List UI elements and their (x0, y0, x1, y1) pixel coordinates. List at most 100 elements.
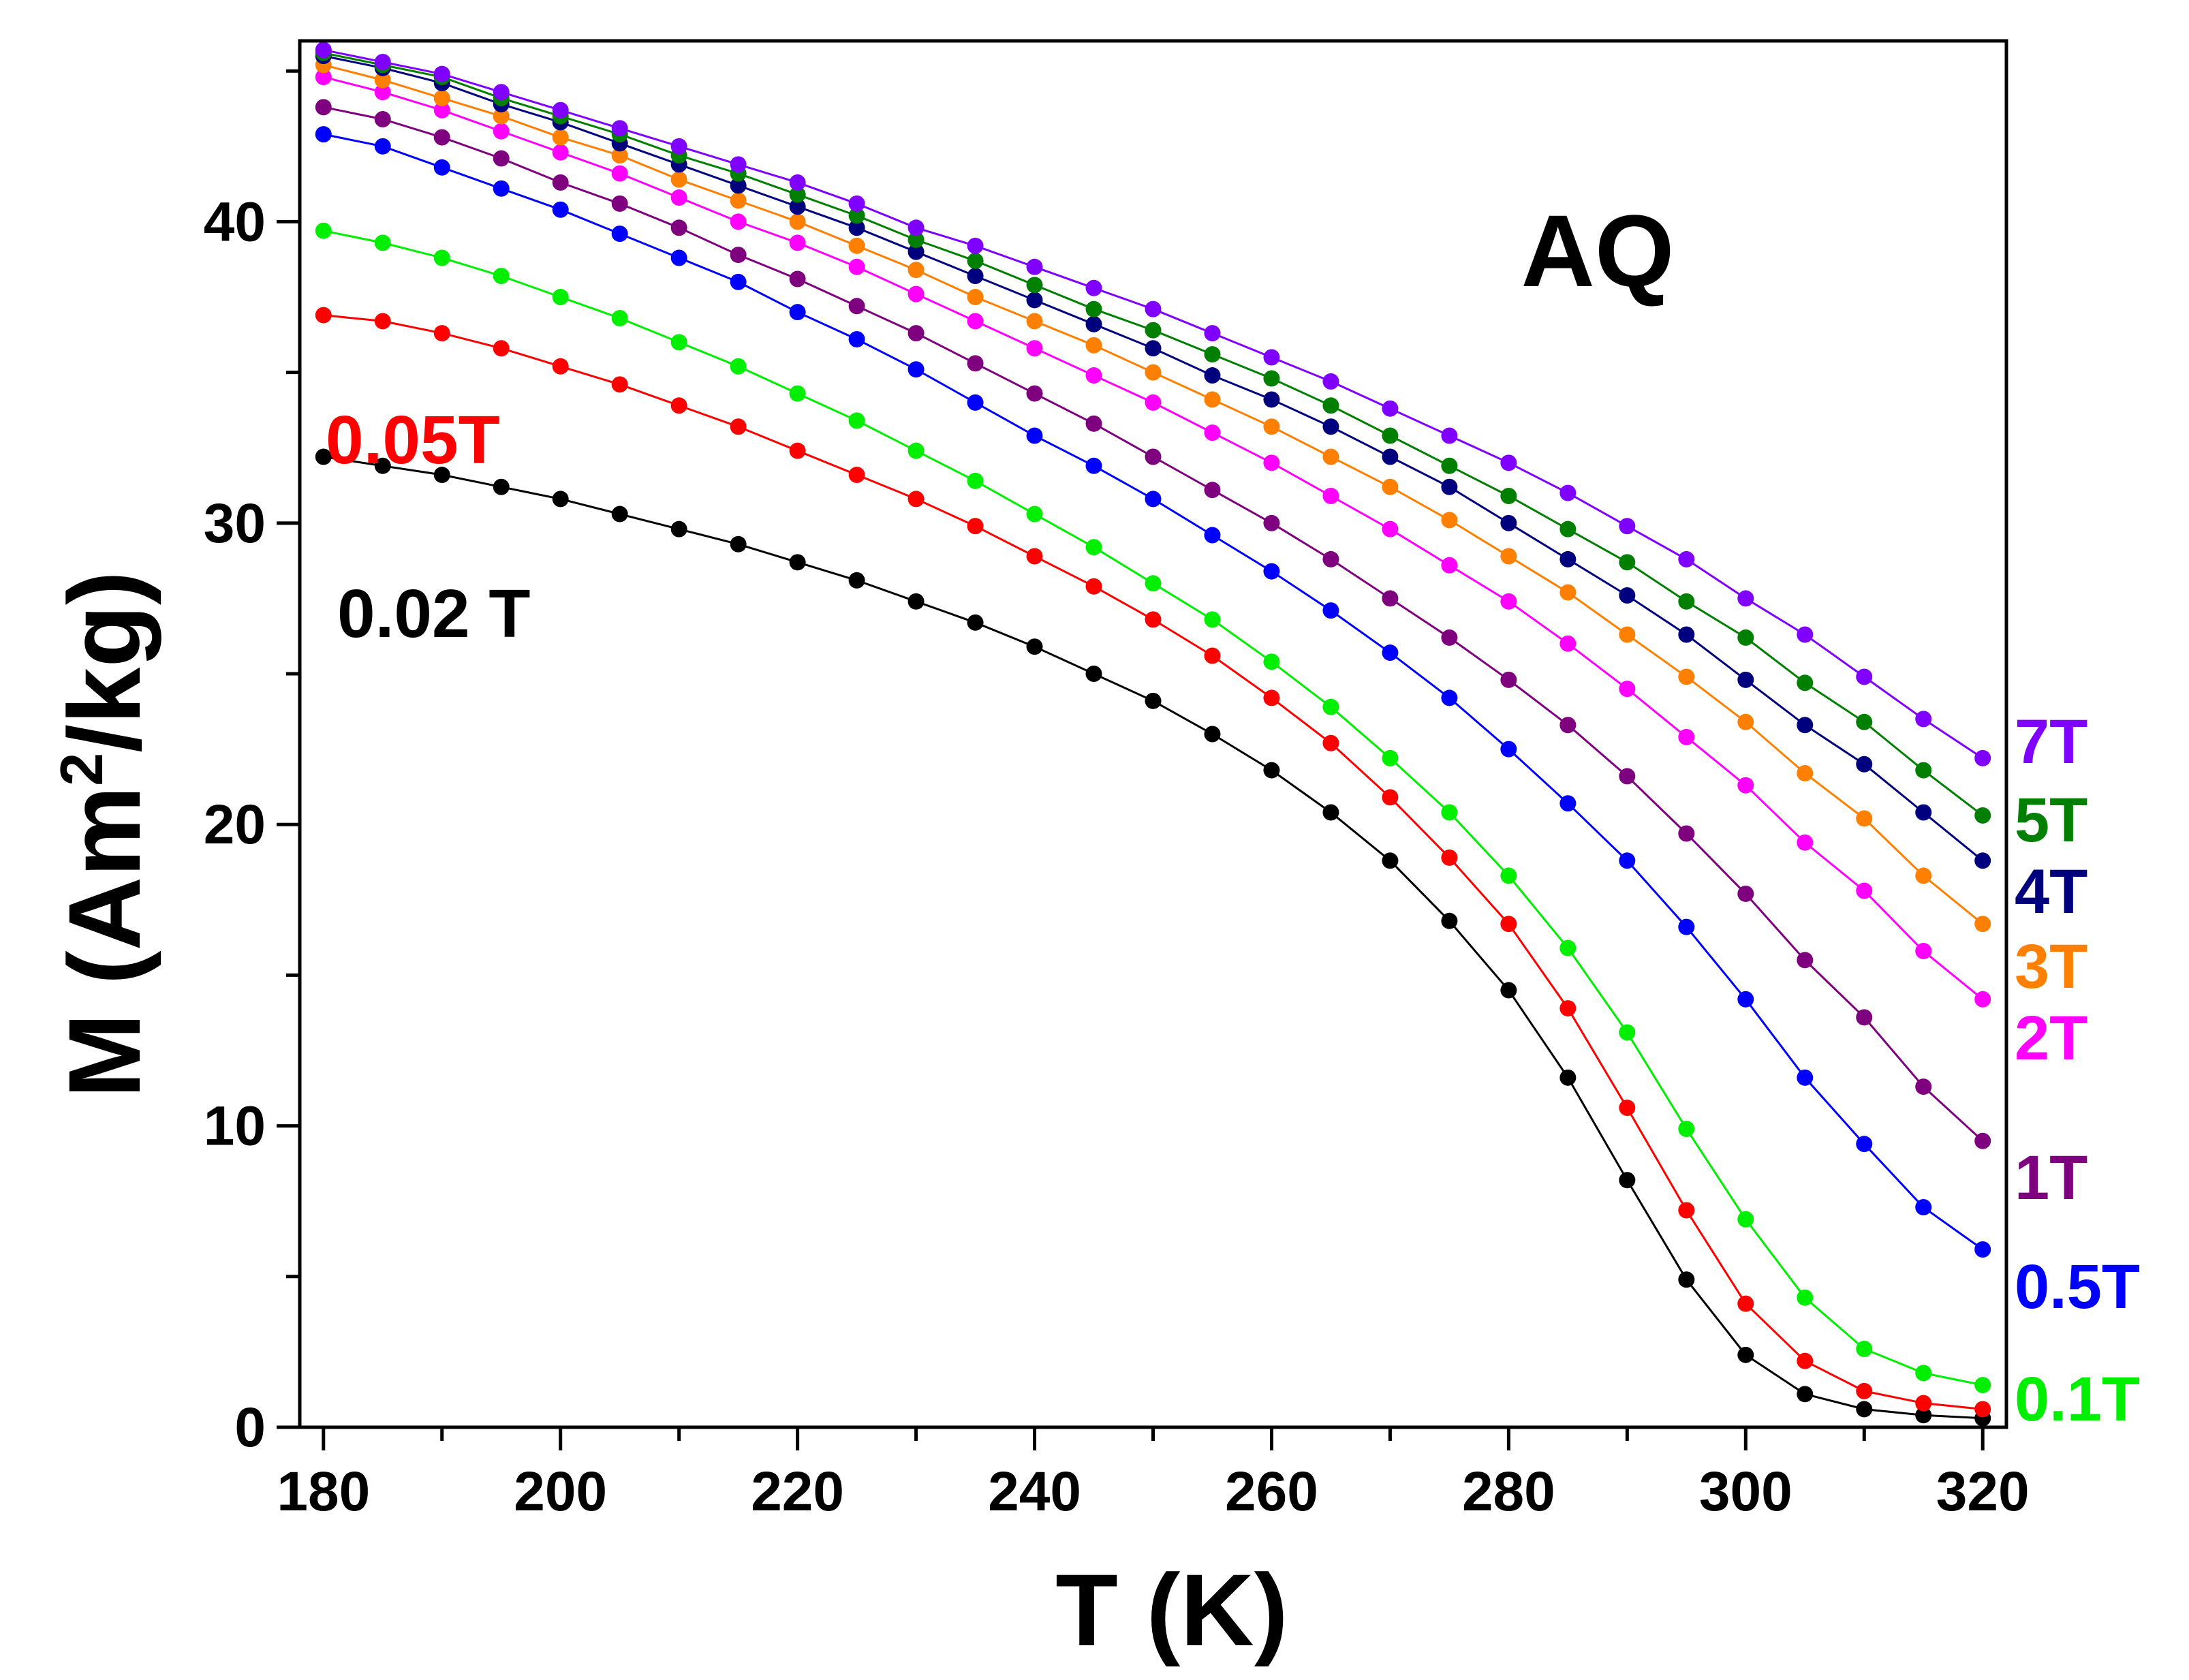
y-axis-title-main: M (Am (47, 786, 161, 1098)
data-point-0p5t (1678, 918, 1695, 935)
data-point-0p1t (670, 334, 687, 351)
y-tick-label: 10 (204, 1095, 266, 1157)
series-layer (315, 42, 1991, 1427)
data-point-0p1t (433, 249, 450, 266)
data-point-3t (1915, 867, 1932, 884)
data-point-0p5t (848, 330, 865, 347)
series-label-0p1t: 0.1T (2015, 1365, 2140, 1434)
data-point-4t (730, 177, 747, 194)
data-point-4t (848, 219, 865, 236)
data-point-2t (907, 285, 925, 302)
data-point-5t (1500, 488, 1517, 505)
data-point-4t (1145, 340, 1162, 357)
y-axis-title-superscript: 2 (48, 753, 115, 786)
data-point-0p02t (1559, 1069, 1577, 1086)
data-point-4t (1797, 717, 1814, 734)
data-point-1t (1797, 952, 1814, 969)
y-tick-label: 0 (234, 1397, 266, 1459)
x-tick-label: 240 (988, 1461, 1081, 1523)
data-point-2t (1263, 454, 1280, 471)
data-point-1t (1619, 768, 1636, 785)
data-point-1t (1085, 415, 1102, 432)
data-point-3t (552, 129, 569, 146)
data-point-0p1t (1382, 749, 1399, 766)
data-point-7t (1322, 373, 1339, 390)
data-point-0p1t (1145, 575, 1162, 592)
series-label-0p5t: 0.5T (2015, 1252, 2140, 1322)
data-point-3t (1678, 668, 1695, 685)
data-point-7t (611, 120, 628, 137)
data-point-0p1t (730, 358, 747, 375)
data-point-4t (1204, 367, 1221, 384)
data-point-1t (1441, 629, 1458, 646)
data-point-1t (1737, 885, 1754, 902)
data-point-7t (1500, 454, 1517, 471)
series-label-3t: 3T (2015, 932, 2087, 1001)
data-point-2t (1382, 520, 1399, 538)
data-point-3t (1797, 765, 1814, 782)
data-point-3t (907, 262, 925, 279)
data-point-2t (670, 189, 687, 206)
data-point-0p1t (1026, 505, 1043, 523)
data-point-0p05t (730, 418, 747, 435)
data-point-7t (433, 65, 450, 82)
data-point-2t (1619, 681, 1636, 698)
data-point-1t (493, 150, 510, 167)
y-axis-title: M (Am2/kg) (47, 571, 161, 1098)
data-point-0p1t (493, 268, 510, 285)
data-point-2t (493, 123, 510, 140)
data-point-3t (493, 108, 510, 125)
data-point-5t (789, 186, 806, 203)
data-point-5t (1915, 762, 1932, 779)
data-point-0p02t (1322, 804, 1339, 821)
data-point-7t (730, 156, 747, 173)
data-point-3t (1085, 337, 1102, 354)
data-point-1t (1026, 385, 1043, 402)
data-point-0p1t (1678, 1121, 1695, 1138)
data-point-7t (1915, 711, 1932, 728)
data-point-0p1t (1797, 1289, 1814, 1306)
series-0p1t (315, 222, 1991, 1394)
data-point-5t (1856, 713, 1873, 730)
data-point-0p02t (1797, 1386, 1814, 1403)
data-point-0p02t (848, 572, 865, 589)
data-point-0p1t (1856, 1340, 1873, 1357)
data-point-1t (1322, 550, 1339, 567)
data-point-7t (967, 237, 984, 254)
data-point-0p02t (1441, 912, 1458, 929)
data-point-0p1t (1974, 1377, 1991, 1394)
data-point-1t (848, 298, 865, 315)
data-point-2t (1322, 488, 1339, 505)
data-point-5t (1797, 674, 1814, 691)
data-point-0p05t (1619, 1100, 1636, 1117)
data-point-7t (552, 102, 569, 119)
data-point-0p5t (670, 249, 687, 266)
data-point-0p1t (1263, 653, 1280, 670)
data-point-5t (1322, 397, 1339, 414)
data-point-3t (374, 72, 391, 89)
data-point-0p05t (374, 313, 391, 330)
data-point-3t (670, 171, 687, 188)
data-point-0p5t (315, 126, 332, 143)
data-point-3t (1322, 448, 1339, 465)
data-point-5t (1263, 370, 1280, 387)
data-point-0p5t (789, 304, 806, 321)
data-point-0p05t (1678, 1202, 1695, 1219)
data-point-0p02t (1145, 692, 1162, 709)
data-point-0p02t (552, 491, 569, 508)
data-point-0p02t (1915, 1407, 1932, 1424)
panel-label: AQ (1521, 193, 1675, 308)
data-point-0p05t (789, 442, 806, 459)
data-point-0p05t (1797, 1352, 1814, 1369)
series-2t (315, 69, 1991, 1008)
data-point-0p02t (1619, 1172, 1636, 1189)
data-point-3t (1026, 313, 1043, 330)
data-point-2t (611, 165, 628, 182)
data-point-0p5t (967, 394, 984, 411)
data-point-0p02t (1856, 1401, 1873, 1418)
data-point-3t (848, 237, 865, 254)
x-tick-label: 280 (1462, 1461, 1555, 1523)
data-point-0p05t (907, 491, 925, 508)
data-point-2t (1026, 340, 1043, 357)
data-point-3t (1559, 584, 1577, 601)
